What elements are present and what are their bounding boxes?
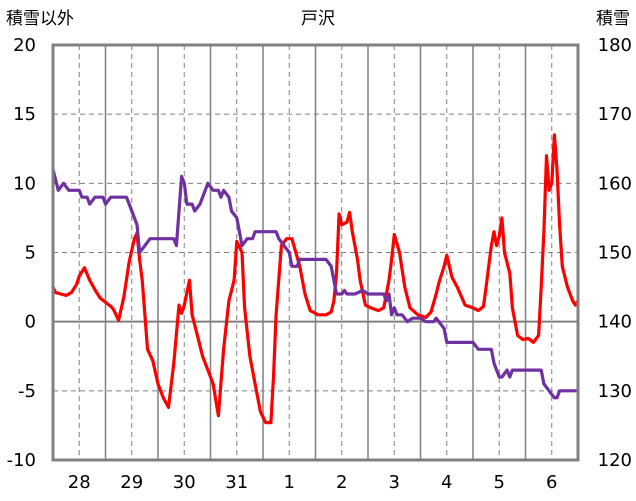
right-tick-label: 180: [598, 35, 632, 56]
temperature-line: [51, 133, 580, 425]
right-tick-label: 120: [598, 450, 632, 471]
right-axis-ticks: 180 170 160 150 140 130 120: [598, 35, 632, 471]
x-tick-label: 4: [441, 472, 452, 493]
left-tick-label: -5: [18, 381, 36, 402]
left-tick-label: 10: [13, 173, 36, 194]
left-axis-ticks: 20 15 10 5 0 -5 -10: [7, 35, 36, 471]
series: [51, 133, 580, 425]
left-tick-label: 20: [13, 35, 36, 56]
x-axis-ticks: 28 29 30 31 1 2 3 4 5 6: [68, 472, 558, 493]
snow-depth-line: [51, 167, 580, 400]
left-tick-label: 15: [13, 104, 36, 125]
right-tick-label: 130: [598, 381, 632, 402]
right-tick-label: 150: [598, 243, 632, 264]
right-tick-label: 170: [598, 104, 632, 125]
x-tick-label: 31: [225, 472, 248, 493]
x-tick-label: 28: [68, 472, 91, 493]
x-tick-label: 29: [120, 472, 143, 493]
right-axis-label: 積雪: [596, 9, 630, 29]
plot-frame: [51, 43, 580, 462]
x-tick-label: 5: [494, 472, 505, 493]
x-tick-label: 1: [284, 472, 295, 493]
x-tick-label: 2: [336, 472, 347, 493]
left-tick-label: -10: [7, 450, 36, 471]
left-axis-label: 積雪以外: [6, 9, 74, 29]
chart-title: 戸沢: [301, 9, 335, 29]
x-tick-label: 3: [389, 472, 400, 493]
x-tick-label: 6: [546, 472, 557, 493]
left-tick-label: 5: [25, 243, 36, 264]
left-tick-label: 0: [25, 312, 36, 333]
right-tick-label: 160: [598, 173, 632, 194]
x-tick-label: 30: [173, 472, 196, 493]
right-tick-label: 140: [598, 312, 632, 333]
